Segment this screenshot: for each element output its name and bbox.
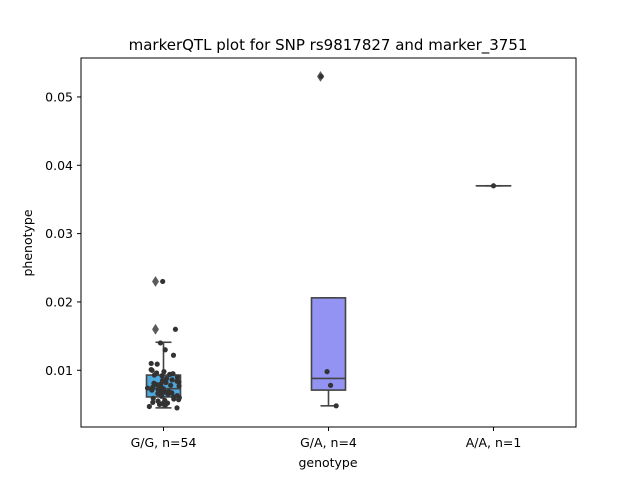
data-point xyxy=(148,360,154,367)
chart-title: markerQTL plot for SNP rs9817827 and mar… xyxy=(129,36,528,55)
data-point xyxy=(162,397,168,403)
data-point xyxy=(170,352,177,358)
y-tick-label: 0.04 xyxy=(45,158,73,173)
data-point xyxy=(169,377,175,383)
strip-points xyxy=(490,183,497,189)
data-point xyxy=(161,369,167,375)
x-axis-label: genotype xyxy=(298,455,357,470)
data-point xyxy=(174,374,180,380)
data-point xyxy=(174,392,180,399)
data-point xyxy=(162,347,168,353)
data-point xyxy=(150,399,156,405)
y-tick-label: 0.05 xyxy=(45,89,73,104)
strip-points xyxy=(318,73,339,409)
data-point xyxy=(159,377,166,384)
data-point xyxy=(163,375,170,382)
y-tick-label: 0.02 xyxy=(45,294,73,309)
y-axis: 0.01 0.02 0.03 0.04 0.05 xyxy=(45,89,81,378)
data-point xyxy=(174,405,180,411)
data-point xyxy=(318,73,324,80)
data-point xyxy=(150,384,156,390)
x-tick-label: G/G, n=54 xyxy=(131,435,197,450)
data-point xyxy=(148,367,154,373)
data-point xyxy=(168,382,174,388)
plot-area xyxy=(144,70,512,411)
data-point xyxy=(170,371,176,377)
data-point xyxy=(172,326,179,332)
strip-points xyxy=(144,278,182,411)
box-body xyxy=(310,297,347,391)
data-point xyxy=(150,395,156,401)
outlier-marker xyxy=(152,275,159,287)
data-point xyxy=(146,403,152,410)
y-axis-label: phenotype xyxy=(20,209,35,276)
data-point xyxy=(155,398,161,404)
data-point xyxy=(159,373,165,379)
x-tick-label: G/A, n=4 xyxy=(300,435,357,450)
y-tick-label: 0.03 xyxy=(45,226,73,241)
data-point xyxy=(490,183,497,189)
data-point xyxy=(160,278,166,285)
data-point xyxy=(153,370,160,376)
x-tick-label: A/A, n=1 xyxy=(466,435,522,450)
box-group xyxy=(310,70,347,407)
data-point xyxy=(176,383,182,389)
data-point xyxy=(166,388,172,395)
data-point xyxy=(174,378,180,384)
data-point xyxy=(157,340,164,346)
x-axis: G/G, n=54 G/A, n=4 A/A, n=1 xyxy=(131,427,522,450)
outlier-marker xyxy=(152,323,159,335)
data-point xyxy=(324,369,330,375)
data-point xyxy=(151,380,157,386)
y-tick-label: 0.01 xyxy=(45,363,73,378)
data-point xyxy=(333,403,339,409)
data-point xyxy=(327,382,334,388)
data-point xyxy=(154,361,160,367)
data-point xyxy=(144,385,151,391)
